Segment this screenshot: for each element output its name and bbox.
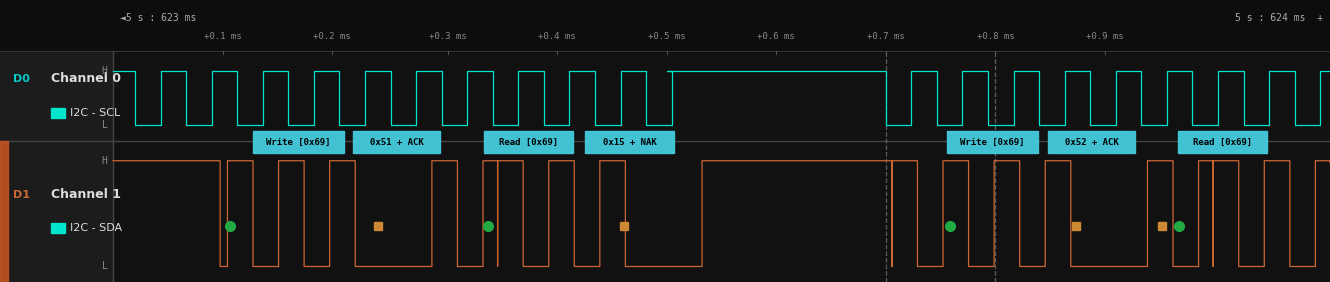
- Text: 0x51 + ACK: 0x51 + ACK: [370, 138, 423, 147]
- Text: 5 s : 624 ms  +: 5 s : 624 ms +: [1236, 13, 1323, 23]
- Text: Channel 0: Channel 0: [51, 72, 121, 85]
- Text: +0.2 ms: +0.2 ms: [314, 32, 351, 41]
- Text: +0.9 ms: +0.9 ms: [1087, 32, 1124, 41]
- Text: 0x15 + NAK: 0x15 + NAK: [602, 138, 657, 147]
- Bar: [0, 0, 1330, 51]
- Text: Read [0x69]: Read [0x69]: [499, 138, 559, 147]
- Text: Write [0x69]: Write [0x69]: [266, 138, 331, 147]
- Bar: [253, 131, 344, 153]
- Text: +0.8 ms: +0.8 ms: [976, 32, 1015, 41]
- Text: H: H: [102, 156, 108, 166]
- Bar: [0, 0, 113, 282]
- Text: +0.4 ms: +0.4 ms: [539, 32, 576, 41]
- Text: H: H: [102, 65, 108, 76]
- Text: Write [0x69]: Write [0x69]: [960, 138, 1024, 147]
- Bar: [0, 141, 8, 282]
- Text: +0.6 ms: +0.6 ms: [758, 32, 795, 41]
- Bar: [947, 131, 1037, 153]
- Text: L: L: [102, 261, 108, 272]
- Text: L: L: [102, 120, 108, 131]
- Text: 0x52 + ACK: 0x52 + ACK: [1064, 138, 1119, 147]
- Bar: [51, 223, 65, 233]
- Bar: [484, 131, 573, 153]
- Text: I2C - SCL: I2C - SCL: [70, 108, 121, 118]
- Text: D0: D0: [13, 74, 31, 84]
- Text: ◄5 s : 623 ms: ◄5 s : 623 ms: [120, 13, 196, 23]
- Text: Channel 1: Channel 1: [51, 188, 121, 201]
- Bar: [1048, 131, 1136, 153]
- Text: +0.3 ms: +0.3 ms: [428, 32, 467, 41]
- Text: +0.1 ms: +0.1 ms: [203, 32, 241, 41]
- Text: +0.7 ms: +0.7 ms: [867, 32, 904, 41]
- Text: I2C - SDA: I2C - SDA: [70, 223, 122, 233]
- Bar: [51, 108, 65, 118]
- Text: +0.5 ms: +0.5 ms: [648, 32, 685, 41]
- Bar: [1178, 131, 1266, 153]
- Bar: [585, 131, 674, 153]
- Text: Read [0x69]: Read [0x69]: [1193, 138, 1252, 147]
- Text: D1: D1: [13, 190, 31, 200]
- Bar: [352, 131, 440, 153]
